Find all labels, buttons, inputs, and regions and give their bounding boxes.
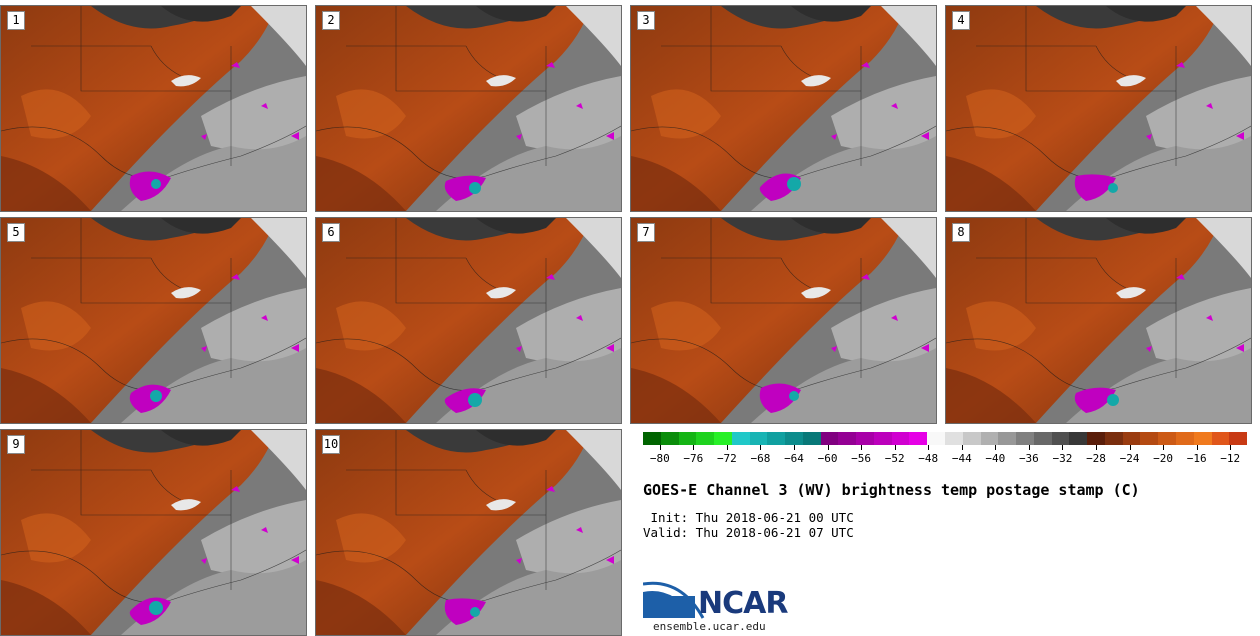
colorbar-segment [1193, 432, 1212, 445]
map-panel-4: 4 [945, 5, 1252, 212]
map-panel-8: 8 [945, 217, 1252, 424]
website: ensemble.ucar.edu [653, 620, 766, 633]
colorbar-segment [696, 432, 715, 445]
tick-label: −12 [1220, 452, 1241, 465]
tick-label: −16 [1186, 452, 1207, 465]
tick-mark [760, 445, 762, 450]
colorbar-segment [891, 432, 910, 445]
colorbar-segment [998, 432, 1017, 445]
tick-label: −60 [817, 452, 838, 465]
tick-mark [827, 445, 829, 450]
tick-label: −76 [683, 452, 704, 465]
tick-label: −44 [951, 452, 972, 465]
colorbar-segment [1175, 432, 1194, 445]
colorbar-ticks: −80 −76 −72 −68 −64 −60 −56 −52 −48 −44 −40 −36 −32−… [643, 445, 1247, 465]
map-panel-7: 7 [630, 217, 937, 424]
tick-mark [928, 445, 930, 450]
panel-number: 1 [7, 11, 25, 30]
colorbar-segment [1140, 432, 1159, 445]
map-panel-6: 6 [315, 217, 622, 424]
colorbar-segment [749, 432, 768, 445]
tick-label: −40 [985, 452, 1006, 465]
tick-mark [861, 445, 863, 450]
panel-number: 9 [7, 435, 25, 454]
tick-label: −24 [1119, 452, 1140, 465]
tick-label: −56 [851, 452, 872, 465]
colorbar-segment [873, 432, 892, 445]
map-panel-5: 5 [0, 217, 307, 424]
tick-mark [693, 445, 695, 450]
tick-label: −36 [1018, 452, 1039, 465]
panel-number: 2 [322, 11, 340, 30]
colorbar-segment [1069, 432, 1088, 445]
panel-number: 6 [322, 223, 340, 242]
colorbar [643, 432, 1248, 445]
colorbar-segment [660, 432, 679, 445]
colorbar-segment [1229, 432, 1248, 445]
colorbar-segment [927, 432, 946, 445]
tick-label: −32 [1052, 452, 1073, 465]
tick-mark [1028, 445, 1030, 450]
colorbar-segment [1087, 432, 1105, 445]
panel-number: 8 [952, 223, 970, 242]
tick-label: −64 [784, 452, 804, 465]
colorbar-segment [731, 432, 750, 445]
colorbar-segment [1122, 432, 1141, 445]
colorbar-segment [714, 432, 732, 445]
tick-label: −28 [1086, 452, 1106, 465]
colorbar-segment [1033, 432, 1052, 445]
colorbar-segment [980, 432, 999, 445]
tick-mark [995, 445, 997, 450]
panel-number: 10 [322, 435, 340, 454]
colorbar-segment [820, 432, 839, 445]
colorbar-segment [802, 432, 821, 445]
tick-label: −72 [716, 452, 737, 465]
panel-number: 4 [952, 11, 970, 30]
init-time: Init: Thu 2018-06-21 00 UTC [643, 510, 854, 525]
tick-label: −68 [750, 452, 771, 465]
ncar-logo-text: NCAR [698, 586, 788, 621]
tick-mark [1196, 445, 1198, 450]
panel-number: 7 [637, 223, 655, 242]
colorbar-segment [643, 432, 661, 445]
colorbar-segment [962, 432, 981, 445]
tick-mark [1096, 445, 1097, 450]
colorbar-segment [1051, 432, 1070, 445]
ncar-logo-icon [643, 581, 705, 619]
tick-mark [659, 445, 661, 450]
map-panel-10: 10 [315, 429, 622, 636]
tick-label: −52 [884, 452, 905, 465]
colorbar-segment [838, 432, 857, 445]
panel-number: 5 [7, 223, 25, 242]
colorbar-segment [1016, 432, 1034, 445]
colorbar-segment [945, 432, 963, 445]
map-panel-9: 9 [0, 429, 307, 636]
tick-mark [794, 445, 795, 450]
figure-title: GOES-E Channel 3 (WV) brightness temp po… [643, 481, 1140, 499]
panel-number: 3 [637, 11, 655, 30]
tick-mark [894, 445, 896, 450]
tick-label: −48 [918, 452, 939, 465]
tick-label: −80 [649, 452, 670, 465]
map-panel-1: 1 [0, 5, 307, 212]
tick-mark [1062, 445, 1064, 450]
tick-mark [1129, 445, 1131, 450]
colorbar-segment [909, 432, 928, 445]
colorbar-segment [856, 432, 874, 445]
tick-mark [1230, 445, 1232, 450]
colorbar-segment [678, 432, 697, 445]
colorbar-segment [1104, 432, 1123, 445]
colorbar-segment [767, 432, 786, 445]
colorbar-segment [1211, 432, 1230, 445]
valid-time: Valid: Thu 2018-06-21 07 UTC [643, 525, 854, 540]
colorbar-segment [1158, 432, 1176, 445]
tick-mark [726, 445, 728, 450]
tick-label: −20 [1153, 452, 1174, 465]
tick-mark [1163, 445, 1165, 450]
colorbar-segment [785, 432, 803, 445]
map-panel-3: 3 [630, 5, 937, 212]
map-panel-2: 2 [315, 5, 622, 212]
tick-mark [961, 445, 963, 450]
